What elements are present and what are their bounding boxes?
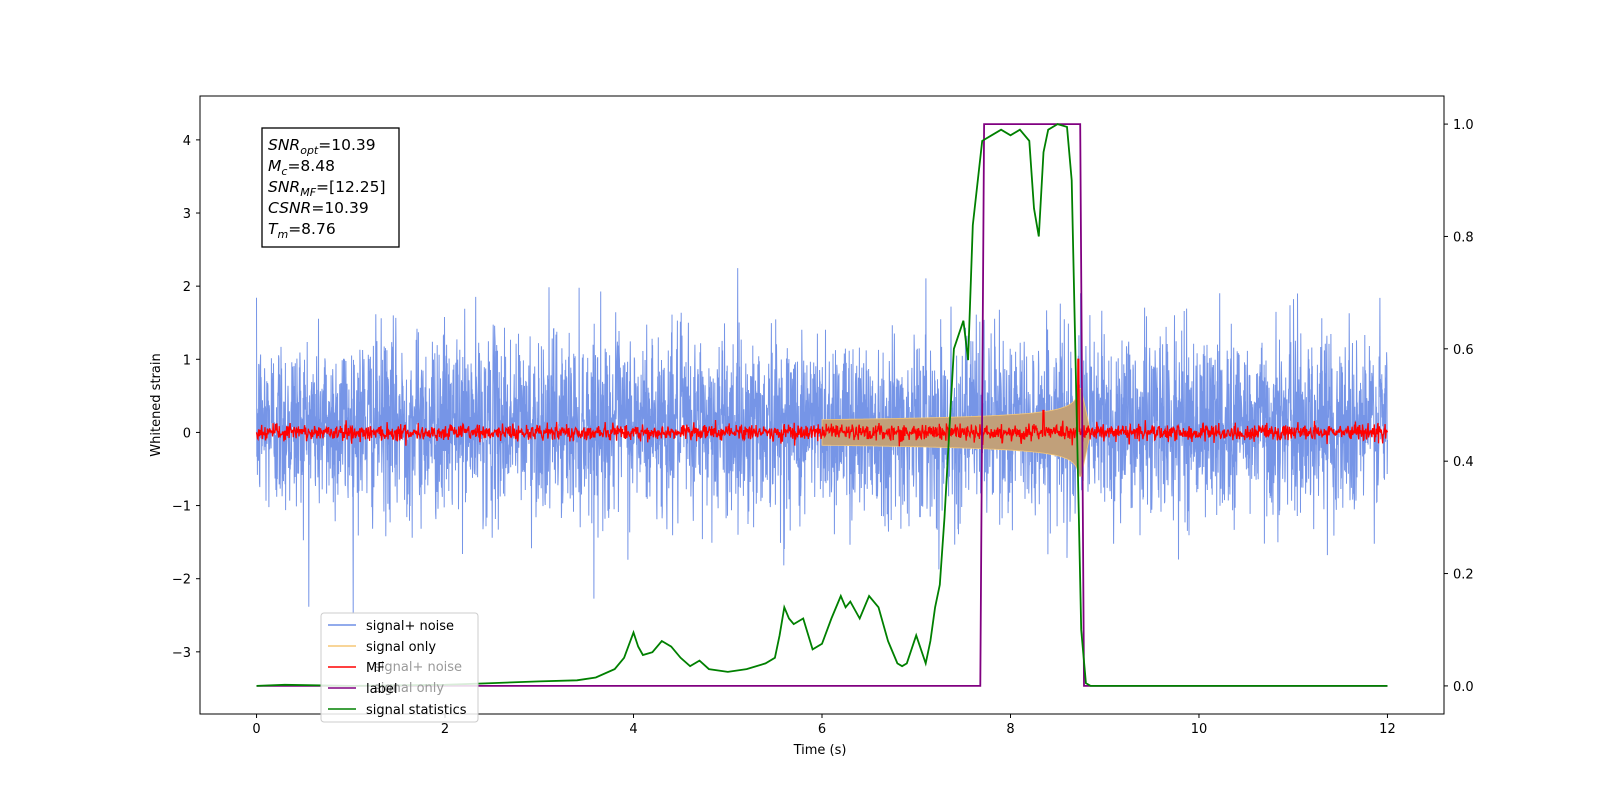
y-tick-label: −3 [172, 646, 191, 661]
annotation-frame [261, 127, 400, 248]
x-axis-title: Time (s) [793, 743, 847, 758]
y2-tick-label: 0.4 [1453, 455, 1474, 470]
y2-tick-label: 0.2 [1453, 568, 1474, 583]
y-tick-label: 1 [183, 353, 191, 368]
x-tick-label: 0 [252, 722, 260, 737]
y-axis-right: 0.0 0.2 0.4 0.6 0.8 1.0 [1444, 118, 1474, 695]
legend: signal+ noise signal only signal+ noise sig… [320, 612, 479, 723]
x-tick-label: 4 [629, 722, 637, 737]
plot-area [199, 95, 1445, 715]
y2-tick-label: 0.8 [1453, 230, 1474, 245]
x-tick-label: 8 [1006, 722, 1014, 737]
y2-tick-label: 0.6 [1453, 343, 1474, 358]
annotation-line: SNRMF=[12.25] [268, 178, 386, 199]
legend-ghost-label: signal+ noise [374, 660, 462, 675]
y-axis-title: Whitened strain [149, 353, 164, 456]
annotation-line: Tm=8.76 [268, 220, 336, 241]
mf-series [255, 358, 1389, 447]
x-tick-label: 10 [1191, 722, 1208, 737]
x-tick-label: 6 [818, 722, 826, 737]
x-tick-label: 2 [441, 722, 449, 737]
y-tick-label: 2 [183, 280, 191, 295]
legend-label: MF [366, 661, 385, 676]
annotation-line: CSNR=10.39 [268, 199, 369, 217]
legend-label: label [366, 682, 397, 697]
legend-label: signal statistics [366, 703, 467, 718]
mf-line [255, 358, 1389, 447]
annotation-line: Mc=8.48 [268, 157, 335, 178]
legend-label: signal+ noise [366, 619, 454, 634]
y2-tick-label: 1.0 [1453, 118, 1474, 133]
x-axis: 0 2 4 6 8 10 12 [252, 714, 1396, 737]
signal-statistics-line [256, 123, 1388, 687]
y-tick-label: 4 [183, 134, 191, 149]
y-tick-label: −1 [172, 500, 191, 515]
y2-tick-label: 0.0 [1453, 680, 1474, 695]
annotation-line: SNRopt=10.39 [268, 136, 376, 157]
legend-ghost-label: signal only [374, 681, 444, 696]
y-tick-label: −2 [172, 573, 191, 588]
legend-label: signal only [366, 640, 436, 655]
metrics-annotation-box: SNRopt=10.39Mc=8.48SNRMF=[12.25]CSNR=10.… [261, 127, 400, 248]
y-axis-left: −3 −2 −1 0 1 2 3 4 [172, 134, 200, 661]
legend-frame [320, 612, 479, 723]
y-tick-label: 3 [183, 207, 191, 222]
signal-statistics-series [256, 123, 1388, 687]
x-tick-label: 12 [1379, 722, 1396, 737]
y-tick-label: 0 [183, 426, 191, 441]
